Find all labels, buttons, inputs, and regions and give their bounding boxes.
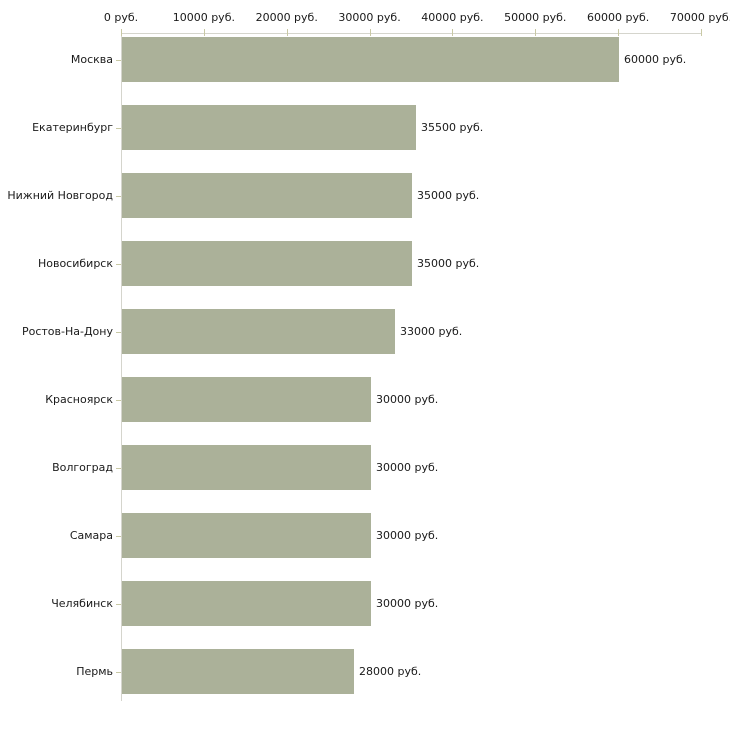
- y-axis-tick: [116, 536, 121, 537]
- category-label: Нижний Новгород: [7, 188, 113, 202]
- category-label: Москва: [70, 52, 113, 66]
- x-axis-tick-label: 50000 руб.: [504, 11, 567, 24]
- x-axis-tick: [701, 29, 702, 36]
- category-label: Волгоград: [52, 460, 113, 474]
- category-label: Челябинск: [51, 596, 113, 610]
- x-axis-tick-label: 60000 руб.: [587, 11, 650, 24]
- bar: [122, 241, 412, 286]
- x-axis-tick: [452, 29, 454, 36]
- y-axis-tick: [116, 264, 121, 265]
- y-axis-tick: [116, 196, 121, 197]
- y-axis-tick: [116, 60, 121, 61]
- value-label: 35000 руб.: [417, 188, 480, 202]
- x-axis-tick-label: 0 руб.: [103, 11, 139, 24]
- category-label: Новосибирск: [37, 256, 113, 270]
- category-label: Пермь: [76, 664, 113, 678]
- value-label: 30000 руб.: [376, 460, 439, 474]
- category-label: Екатеринбург: [32, 120, 113, 134]
- y-axis-tick: [116, 468, 121, 469]
- bar: [122, 445, 371, 490]
- bar: [122, 649, 354, 694]
- value-label: 30000 руб.: [376, 596, 439, 610]
- x-axis-tick-label: 40000 руб.: [421, 11, 484, 24]
- y-axis-tick: [116, 332, 121, 333]
- x-axis-line: [121, 33, 702, 34]
- category-label: Красноярск: [45, 392, 113, 406]
- bar: [122, 37, 619, 82]
- bar: [122, 309, 395, 354]
- value-label: 35500 руб.: [421, 120, 484, 134]
- value-label: 33000 руб.: [400, 324, 463, 338]
- bar: [122, 581, 371, 626]
- value-label: 35000 руб.: [417, 256, 480, 270]
- x-axis-tick: [535, 29, 537, 36]
- x-axis-tick: [121, 29, 122, 36]
- y-axis-tick: [116, 400, 121, 401]
- bar: [122, 377, 371, 422]
- value-label: 60000 руб.: [624, 52, 687, 66]
- bar: [122, 513, 371, 558]
- value-label: 30000 руб.: [376, 392, 439, 406]
- y-axis-line: [121, 33, 122, 701]
- x-axis-tick: [369, 29, 371, 36]
- value-label: 30000 руб.: [376, 528, 439, 542]
- x-axis-tick-label: 10000 руб.: [172, 11, 235, 24]
- x-axis-tick: [286, 29, 288, 36]
- value-label: 28000 руб.: [359, 664, 422, 678]
- y-axis-tick: [116, 604, 121, 605]
- category-label: Ростов-На-Дону: [21, 324, 113, 338]
- y-axis-tick: [116, 128, 121, 129]
- x-axis-tick-label: 30000 руб.: [338, 11, 401, 24]
- x-axis-tick: [203, 29, 205, 36]
- x-axis-tick-label: 20000 руб.: [255, 11, 318, 24]
- x-axis-tick: [618, 29, 620, 36]
- y-axis-tick: [116, 672, 121, 673]
- bar: [122, 173, 412, 218]
- category-label: Самара: [69, 528, 113, 542]
- x-axis-tick-label: 70000 руб.: [669, 11, 730, 24]
- bar: [122, 105, 416, 150]
